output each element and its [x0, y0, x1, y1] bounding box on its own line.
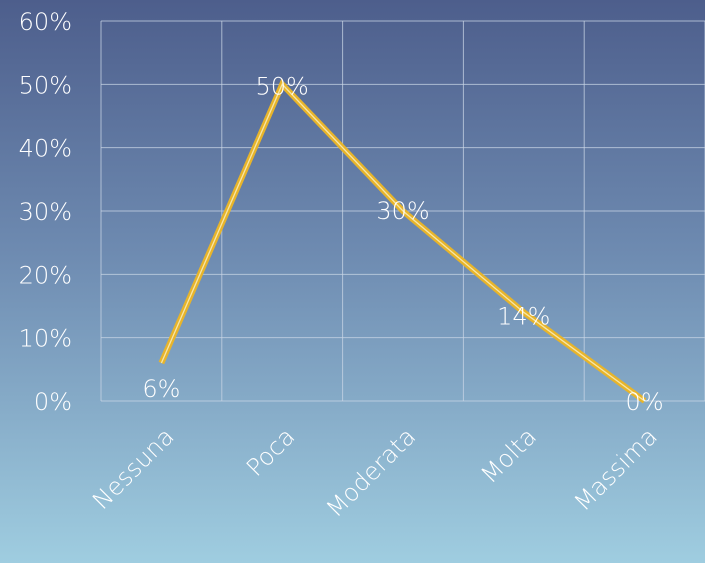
series-line-inner [160, 83, 645, 402]
data-labels: 6% 50% 30% 14% 0% [142, 72, 663, 416]
y-tick-label: 50% [19, 71, 72, 99]
x-axis-tick-labels: Nessuna Poca Moderata Molta Massima [87, 422, 663, 522]
x-tick-label: Molta [475, 422, 542, 489]
y-tick-label: 20% [19, 261, 72, 289]
series-line-outer [158, 78, 647, 404]
data-label: 50% [256, 72, 309, 100]
x-tick-label: Massima [569, 422, 663, 516]
x-tick-label: Poca [241, 422, 301, 482]
y-tick-label: 10% [19, 325, 72, 353]
series-lines [158, 78, 647, 404]
x-tick-label: Moderata [321, 422, 421, 522]
y-tick-label: 30% [19, 198, 72, 226]
y-axis-tick-labels: 0% 10% 20% 30% 40% 50% 60% [19, 8, 72, 416]
y-tick-label: 60% [19, 8, 72, 36]
data-label: 0% [626, 388, 664, 416]
y-tick-label: 0% [34, 388, 72, 416]
y-tick-label: 40% [19, 135, 72, 163]
x-tick-label: Nessuna [87, 422, 180, 515]
data-label: 14% [497, 302, 550, 330]
data-label: 30% [376, 197, 429, 225]
data-label: 6% [142, 375, 180, 403]
